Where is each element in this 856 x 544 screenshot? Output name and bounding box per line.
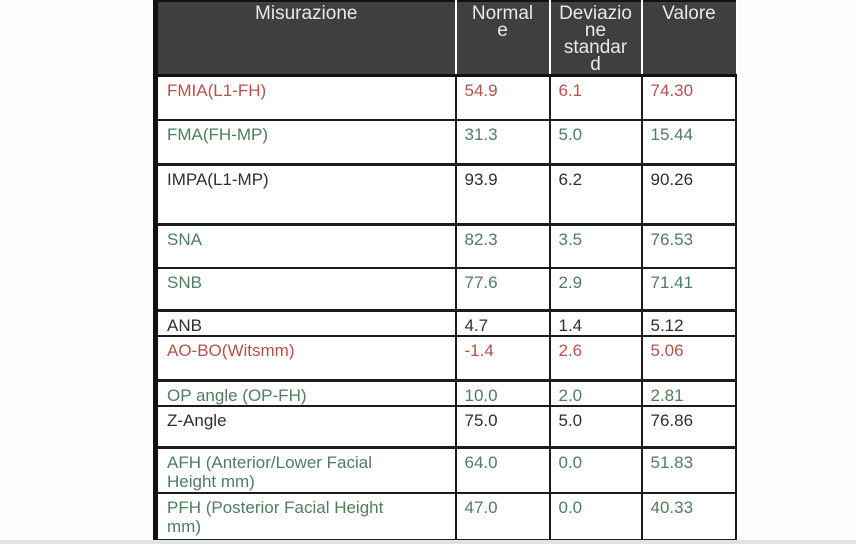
measurement-row: ANB 4.7 1.4 5.12 [154, 309, 737, 337]
measurement-label-cell: PFH (Posterior Facial Height mm) [154, 491, 457, 543]
measurement-label-cell: FMIA(L1-FH) [154, 74, 457, 121]
normale-value-cell: 31.3 [454, 118, 551, 166]
valore-value-cell: 40.33 [640, 491, 737, 543]
measurement-label-cell: Z-Angle [154, 404, 457, 449]
measurement-row: OP angle (OP-FH) 10.0 2.0 2.81 [154, 379, 737, 407]
measurement-label-cell: AFH (Anterior/Lower Facial Height mm) [154, 446, 457, 494]
measurement-row: AFH (Anterior/Lower Facial Height mm) 64.… [154, 446, 737, 494]
normale-value-cell: 54.9 [454, 74, 551, 121]
valore-value-cell: 76.86 [640, 404, 737, 449]
normale-value-cell: 4.7 [454, 309, 551, 337]
normale-value-cell: 77.6 [454, 266, 551, 312]
valore-value-cell: 90.26 [640, 163, 737, 226]
std-deviation-value-cell: 3.5 [548, 223, 643, 269]
normale-value-cell: 82.3 [454, 223, 551, 269]
column-header-valore: Valore [640, 1, 736, 77]
column-header-deviazione-standard: Deviazio ne standar d [548, 1, 642, 77]
normale-value-cell: 10.0 [454, 379, 551, 407]
measurement-row: IMPA(L1-MP) 93.9 6.2 90.26 [154, 163, 737, 226]
column-header-misurazione: Misurazione [155, 1, 456, 77]
measurement-row: FMIA(L1-FH) 54.9 6.1 74.30 [154, 74, 737, 121]
std-deviation-value-cell: 2.0 [548, 379, 643, 407]
valore-value-cell: 76.53 [640, 223, 737, 269]
std-deviation-value-cell: 2.9 [548, 266, 643, 312]
valore-value-cell: 71.41 [640, 266, 737, 312]
std-deviation-value-cell: 6.2 [548, 163, 643, 226]
normale-value-cell: 64.0 [454, 446, 551, 494]
measurement-row: AO-BO(Witsmm) -1.4 2.6 5.06 [154, 335, 737, 382]
std-deviation-value-cell: 1.4 [548, 309, 643, 337]
measurement-label-cell: IMPA(L1-MP) [154, 163, 457, 226]
normale-value-cell: 47.0 [454, 491, 551, 543]
measurement-label-cell: OP angle (OP-FH) [154, 379, 457, 407]
valore-value-cell: 5.12 [640, 309, 737, 337]
std-deviation-value-cell: 0.0 [548, 446, 643, 494]
cephalometric-measurement-table: Misurazione Normal e Deviazio ne standar… [153, 0, 737, 544]
valore-value-cell: 15.44 [640, 118, 737, 166]
measurement-label-cell: SNB [154, 266, 457, 312]
measurement-label-cell: ANB [154, 309, 457, 337]
valore-value-cell: 74.30 [640, 74, 737, 121]
measurement-label-cell: SNA [154, 223, 457, 269]
measurement-label-cell: FMA(FH-MP) [154, 118, 457, 166]
std-deviation-value-cell: 0.0 [548, 491, 643, 543]
column-header-normale: Normal e [454, 1, 550, 77]
measurement-row: Z-Angle 75.0 5.0 76.86 [154, 404, 737, 449]
table-header: Misurazione Normal e Deviazio ne standar… [155, 1, 736, 77]
std-deviation-value-cell: 6.1 [548, 74, 643, 121]
valore-value-cell: 5.06 [640, 335, 737, 382]
valore-value-cell: 51.83 [640, 446, 737, 494]
normale-value-cell: -1.4 [454, 335, 551, 382]
measurement-row: SNA 82.3 3.5 76.53 [154, 223, 737, 269]
std-deviation-value-cell: 5.0 [548, 118, 643, 166]
header-row: Misurazione Normal e Deviazio ne standar… [155, 1, 736, 77]
valore-value-cell: 2.81 [640, 379, 737, 407]
measurement-row: PFH (Posterior Facial Height mm) 47.0 0.0 4… [154, 491, 737, 543]
table-body: FMIA(L1-FH) 54.9 6.1 74.30 FMA(FH-MP) 31.3 5.0… [154, 74, 737, 544]
measurement-row: SNB 77.6 2.9 71.41 [154, 266, 737, 312]
bottom-edge-bar [0, 540, 856, 544]
measurement-row: FMA(FH-MP) 31.3 5.0 15.44 [154, 118, 737, 166]
std-deviation-value-cell: 5.0 [548, 404, 643, 449]
normale-value-cell: 93.9 [454, 163, 551, 226]
measurement-label-cell: AO-BO(Witsmm) [154, 335, 457, 382]
std-deviation-value-cell: 2.6 [548, 335, 643, 382]
normale-value-cell: 75.0 [454, 404, 551, 449]
